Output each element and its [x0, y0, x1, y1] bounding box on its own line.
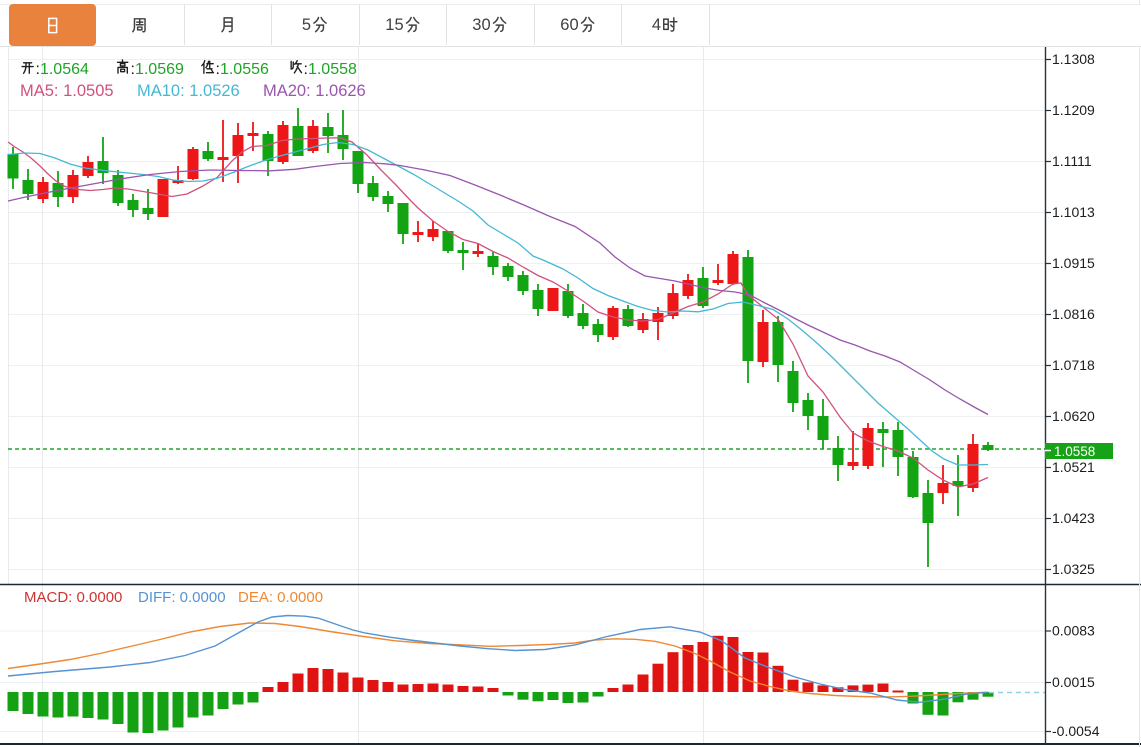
svg-text:1.0915: 1.0915 [1052, 255, 1095, 271]
svg-text::1.0556: :1.0556 [216, 61, 269, 78]
svg-text:1.0521: 1.0521 [1052, 459, 1095, 475]
svg-text:60: 60 [560, 16, 578, 34]
svg-text:1.1111: 1.1111 [1052, 153, 1092, 169]
svg-text:30: 30 [472, 16, 490, 34]
svg-text:4: 4 [652, 16, 661, 34]
svg-text:15: 15 [385, 16, 403, 34]
svg-text:1.1209: 1.1209 [1052, 102, 1095, 118]
svg-text::1.0569: :1.0569 [131, 61, 184, 78]
svg-text:1.0558: 1.0558 [1054, 444, 1095, 459]
svg-text:0.0083: 0.0083 [1052, 623, 1095, 639]
svg-text::1.0564: :1.0564 [36, 61, 89, 78]
svg-text:5: 5 [302, 16, 311, 34]
svg-text:-0.0054: -0.0054 [1052, 723, 1100, 739]
svg-text:0.0015: 0.0015 [1052, 674, 1095, 690]
svg-text:1.0325: 1.0325 [1052, 561, 1095, 577]
svg-text:1.0423: 1.0423 [1052, 510, 1095, 526]
svg-text:1.1308: 1.1308 [1052, 51, 1095, 67]
svg-text::1.0558: :1.0558 [304, 61, 357, 78]
svg-text:1.0718: 1.0718 [1052, 357, 1095, 373]
svg-text:1.1013: 1.1013 [1052, 204, 1095, 220]
svg-text:1.0620: 1.0620 [1052, 408, 1095, 424]
svg-text:1.0816: 1.0816 [1052, 306, 1095, 322]
